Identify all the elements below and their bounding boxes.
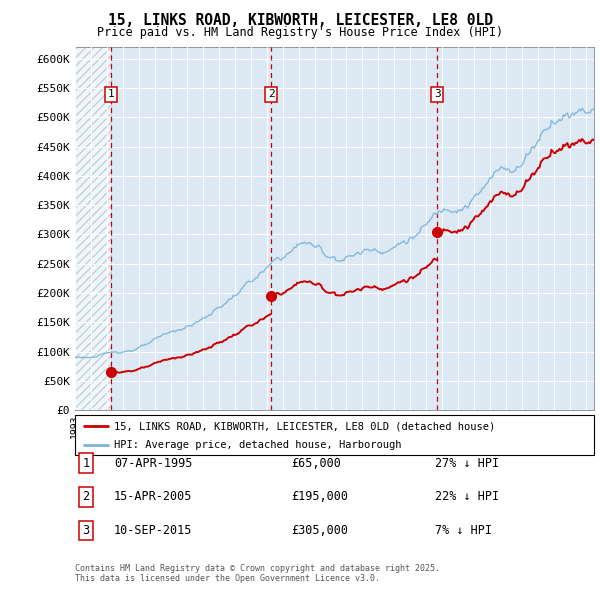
Text: 15, LINKS ROAD, KIBWORTH, LEICESTER, LE8 0LD: 15, LINKS ROAD, KIBWORTH, LEICESTER, LE8… (107, 13, 493, 28)
Text: 3: 3 (82, 524, 89, 537)
Text: 1: 1 (82, 457, 89, 470)
Text: 3: 3 (434, 89, 441, 99)
Bar (75, 47, 111, 410)
Text: 07-APR-1995: 07-APR-1995 (114, 457, 193, 470)
Text: £195,000: £195,000 (291, 490, 348, 503)
Text: 1: 1 (108, 89, 115, 99)
Text: £305,000: £305,000 (291, 524, 348, 537)
Text: HPI: Average price, detached house, Harborough: HPI: Average price, detached house, Harb… (114, 440, 401, 450)
Text: 15, LINKS ROAD, KIBWORTH, LEICESTER, LE8 0LD (detached house): 15, LINKS ROAD, KIBWORTH, LEICESTER, LE8… (114, 421, 495, 431)
Text: 10-SEP-2015: 10-SEP-2015 (114, 524, 193, 537)
Text: Price paid vs. HM Land Registry's House Price Index (HPI): Price paid vs. HM Land Registry's House … (97, 26, 503, 39)
Text: 2: 2 (82, 490, 89, 503)
Text: 27% ↓ HPI: 27% ↓ HPI (435, 457, 499, 470)
Text: £65,000: £65,000 (291, 457, 341, 470)
Text: 15-APR-2005: 15-APR-2005 (114, 490, 193, 503)
Text: Contains HM Land Registry data © Crown copyright and database right 2025.
This d: Contains HM Land Registry data © Crown c… (75, 563, 440, 583)
Text: 7% ↓ HPI: 7% ↓ HPI (435, 524, 492, 537)
Text: 22% ↓ HPI: 22% ↓ HPI (435, 490, 499, 503)
Text: 2: 2 (268, 89, 275, 99)
